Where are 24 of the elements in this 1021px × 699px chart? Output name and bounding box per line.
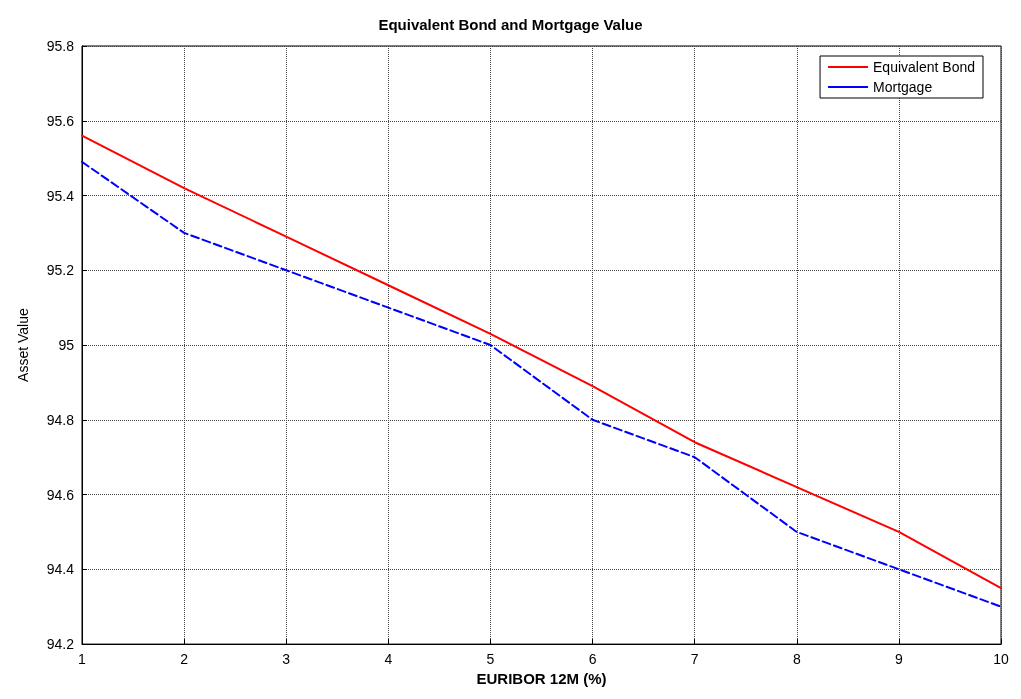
y-tick-label: 95 [58, 337, 75, 354]
y-tick-label: 95.4 [46, 187, 75, 204]
chart-title: Equivalent Bond and Mortgage Value [378, 16, 643, 33]
x-tick-label: 4 [384, 651, 393, 668]
x-tick-label: 7 [690, 651, 699, 668]
x-tick-label: 5 [486, 651, 495, 668]
x-tick-label: 3 [282, 651, 291, 668]
y-tick-label: 94.4 [46, 561, 75, 578]
x-axis-title: EURIBOR 12M (%) [476, 670, 607, 687]
y-tick-label: 94.8 [46, 411, 75, 428]
y-tick-label: 94.6 [46, 486, 75, 503]
x-tick-label: 8 [792, 651, 801, 668]
y-tick-label: 94.2 [46, 636, 75, 653]
x-tick-label: 6 [588, 651, 597, 668]
x-tick-label: 2 [180, 651, 189, 668]
y-axis-title: Asset Value [15, 308, 31, 382]
y-tick-label: 95.2 [46, 262, 75, 279]
x-tick-label: 10 [993, 651, 1009, 668]
x-tick-label: 9 [894, 651, 903, 668]
y-tick-label: 95.6 [46, 112, 75, 129]
x-tick-label: 1 [78, 651, 87, 668]
legend-label: Equivalent Bond [873, 59, 975, 75]
y-tick-label: 95.8 [46, 38, 75, 54]
legend-label: Mortgage [873, 79, 933, 95]
